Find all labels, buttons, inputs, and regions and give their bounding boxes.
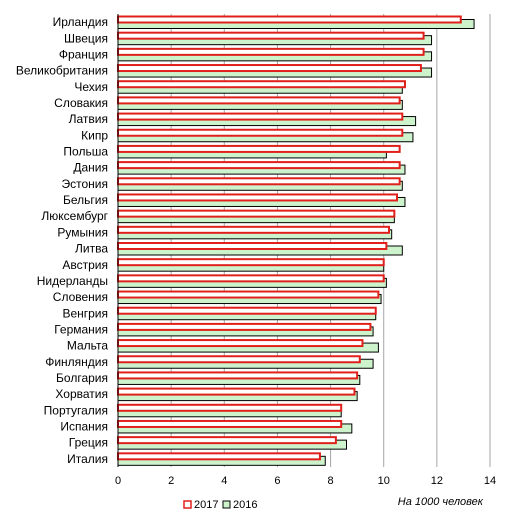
category-label: Дания bbox=[73, 161, 108, 175]
category-label: Хорватия bbox=[55, 387, 108, 401]
bar-2017 bbox=[117, 436, 337, 445]
category-label: Латвия bbox=[69, 112, 108, 126]
bar-2017 bbox=[117, 452, 321, 461]
bar-2017 bbox=[117, 306, 377, 315]
category-label: Франция bbox=[59, 47, 108, 61]
category-label: Германия bbox=[54, 322, 108, 336]
category-label: Бельгия bbox=[63, 193, 108, 207]
bar-2017 bbox=[117, 128, 404, 137]
bar-2017 bbox=[117, 31, 425, 40]
legend-swatch-2017 bbox=[183, 500, 192, 509]
bar-2017 bbox=[117, 209, 396, 218]
category-label: Португалия bbox=[44, 403, 108, 417]
bar-2017 bbox=[117, 80, 406, 89]
bar-2017 bbox=[117, 290, 380, 299]
bar-2017 bbox=[117, 15, 462, 24]
category-label: Великобритания bbox=[16, 64, 108, 78]
category-label: Ирландия bbox=[53, 15, 108, 29]
category-label: Испания bbox=[60, 420, 108, 434]
category-label: Венгрия bbox=[62, 306, 108, 320]
bar-2017 bbox=[117, 274, 385, 283]
bar-2017 bbox=[117, 96, 401, 105]
bar-2017 bbox=[117, 225, 391, 234]
category-label: Румыния bbox=[57, 225, 108, 239]
x-tick-label: 4 bbox=[221, 475, 227, 487]
x-tick-label: 6 bbox=[274, 475, 280, 487]
x-tick-label: 12 bbox=[431, 475, 443, 487]
bar-2017 bbox=[117, 371, 359, 380]
category-label: Швеция bbox=[64, 31, 108, 45]
x-tick-label: 8 bbox=[328, 475, 334, 487]
legend-swatch-2016 bbox=[222, 500, 231, 509]
category-label: Кипр bbox=[81, 128, 108, 142]
bar-2017 bbox=[117, 419, 343, 428]
x-tick-labels: 0 2 4 6 8 10 12 14 bbox=[115, 475, 496, 487]
x-tick-label: 2 bbox=[168, 475, 174, 487]
x-tick-label: 14 bbox=[484, 475, 496, 487]
legend-label-2017: 2017 bbox=[194, 499, 218, 511]
category-label: Мальта bbox=[67, 339, 108, 353]
category-labels: Ирландия Швеция Франция Великобритания Чехия… bbox=[16, 15, 109, 466]
bar-2017 bbox=[117, 242, 388, 250]
category-label: Эстония bbox=[62, 177, 109, 191]
bar-2017 bbox=[117, 64, 422, 73]
bar-2017 bbox=[117, 112, 404, 121]
bar-2017 bbox=[117, 387, 356, 396]
x-tick-label: 0 bbox=[115, 475, 121, 487]
category-label: Люксембург bbox=[41, 209, 108, 223]
category-label: Греция bbox=[69, 436, 108, 450]
bar-2017 bbox=[117, 403, 343, 412]
category-label: Чехия bbox=[74, 80, 108, 94]
legend: 2017 2016 bbox=[183, 499, 257, 511]
bar-2017 bbox=[117, 193, 398, 202]
category-label: Словения bbox=[53, 290, 108, 304]
category-label: Италия bbox=[67, 452, 108, 466]
category-label: Австрия bbox=[62, 258, 108, 272]
category-label: Словакия bbox=[54, 96, 108, 110]
category-label: Нидерланды bbox=[37, 274, 108, 288]
bar-2017 bbox=[117, 47, 425, 56]
bar-2017 bbox=[117, 322, 372, 331]
bar-2017 bbox=[117, 339, 364, 348]
category-label: Польша bbox=[63, 145, 108, 159]
bar-2017 bbox=[117, 258, 385, 267]
bar-2017 bbox=[117, 177, 401, 186]
bar-2017 bbox=[117, 144, 401, 153]
bar-2017 bbox=[117, 161, 401, 170]
category-label: Литва bbox=[75, 242, 108, 256]
bar-2017 bbox=[117, 355, 361, 364]
x-tick-label: 10 bbox=[378, 475, 390, 487]
x-axis-label: На 1000 человек bbox=[398, 496, 484, 508]
category-label: Финляндия bbox=[45, 355, 108, 369]
category-label: Болгария bbox=[56, 371, 108, 385]
legend-label-2016: 2016 bbox=[233, 499, 257, 511]
